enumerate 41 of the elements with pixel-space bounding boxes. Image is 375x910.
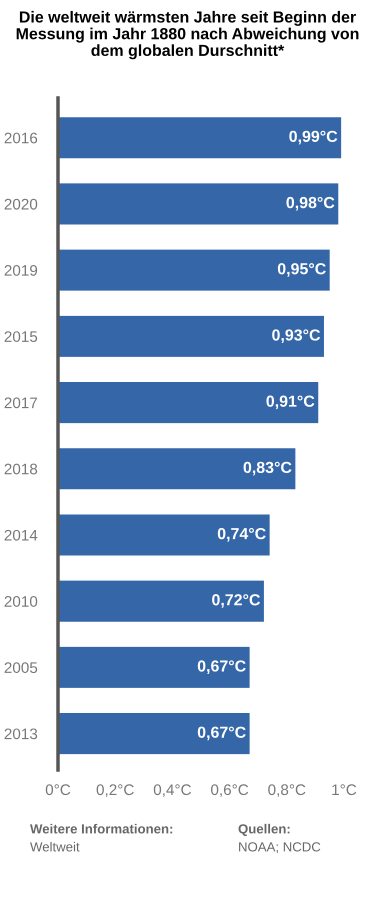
data-label: 0,98°C bbox=[286, 196, 334, 211]
bar bbox=[58, 448, 296, 490]
y-tick-label: 2015 bbox=[4, 331, 38, 342]
y-tick-label: 2019 bbox=[4, 265, 38, 276]
text: Weitere Informationen: bbox=[30, 824, 172, 834]
data-label: 0,93°C bbox=[272, 329, 320, 343]
data-label: 0,99°C bbox=[289, 130, 338, 144]
data-label: 0,72°C bbox=[212, 594, 260, 608]
chart-title: Die weltweit wärmsten Jahre seit Beginn der Messung im Jahr 1880 nach Abweichung von dem globalen Durschnitt* bbox=[16, 10, 358, 60]
data-label: 0,74°C bbox=[218, 528, 266, 542]
x-tick-label: 0,4°C bbox=[154, 784, 192, 797]
y-tick-label: 2013 bbox=[4, 728, 38, 740]
bar bbox=[58, 514, 270, 556]
x-tick-label: 0,2°C bbox=[96, 784, 134, 797]
bar bbox=[58, 382, 318, 424]
y-tick-label: 2020 bbox=[4, 198, 38, 210]
y-tick-label: 2016 bbox=[4, 132, 38, 144]
bar bbox=[58, 250, 330, 291]
text: Weltweit bbox=[30, 842, 80, 852]
data-label: 0,67°C bbox=[198, 660, 246, 674]
bar bbox=[58, 117, 342, 158]
y-tick-label: 2005 bbox=[4, 662, 38, 674]
x-tick-label: 1°C bbox=[332, 784, 356, 796]
text: NOAA; NCDC bbox=[239, 842, 320, 854]
bar bbox=[58, 316, 324, 357]
bar bbox=[58, 713, 250, 754]
data-label: 0,91°C bbox=[266, 396, 314, 410]
bar bbox=[58, 580, 264, 622]
y-tick-label: 2010 bbox=[4, 596, 38, 607]
bar bbox=[58, 646, 250, 688]
x-tick-label: 0,8°C bbox=[268, 784, 306, 797]
x-tick-label: 0°C bbox=[46, 784, 70, 796]
data-label: 0,67°C bbox=[198, 726, 246, 740]
y-tick-label: 2017 bbox=[4, 397, 38, 408]
data-label: 0,83°C bbox=[244, 462, 292, 476]
y-tick-label: 2018 bbox=[4, 464, 38, 474]
data-label: 0,95°C bbox=[278, 263, 326, 277]
x-tick-label: 0,6°C bbox=[211, 784, 248, 797]
source-note: Quellen: bbox=[238, 824, 290, 836]
y-tick-label: 2014 bbox=[4, 530, 38, 541]
bar bbox=[58, 183, 338, 224]
